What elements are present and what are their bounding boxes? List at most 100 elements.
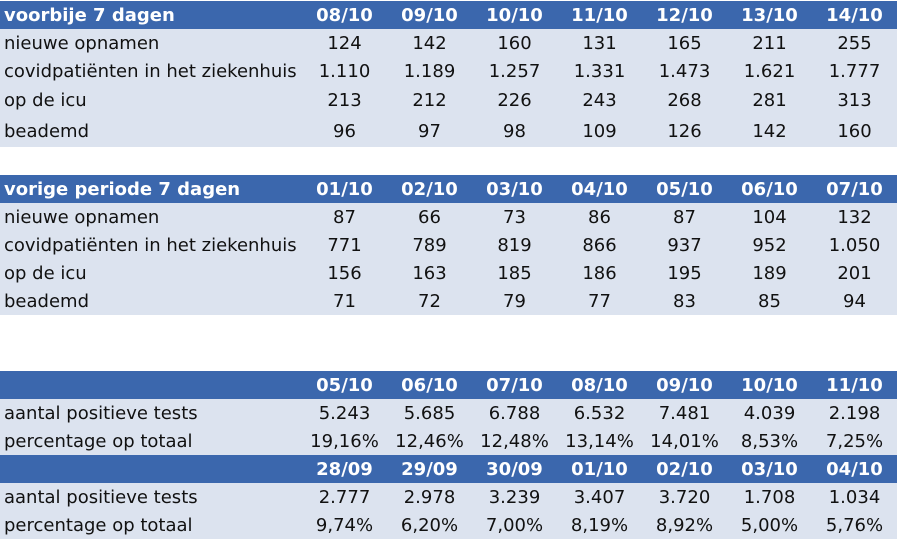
table-header: vorige periode 7 dagen 01/10 02/10 03/10… <box>0 175 897 203</box>
cell-value: 131 <box>582 32 617 54</box>
cell-value: 83 <box>673 290 696 312</box>
cell-value: 71 <box>333 290 356 312</box>
header-date: 13/10 <box>741 4 798 26</box>
cell-value: 937 <box>667 234 702 256</box>
cell-value: 3.407 <box>573 486 626 508</box>
header-date: 04/10 <box>826 458 883 480</box>
cell-value: 6,20% <box>400 514 459 536</box>
table-row: percentage op totaal 9,74% 6,20% 7,00% 8… <box>0 511 897 539</box>
cell-value: 1.777 <box>828 60 881 82</box>
cell-value: 9,74% <box>315 514 374 536</box>
header-date: 07/10 <box>486 374 543 396</box>
cell-value: 160 <box>837 120 872 142</box>
header-date: 02/10 <box>401 178 458 200</box>
cell-value: 1.621 <box>743 60 796 82</box>
cell-value: 1.473 <box>658 60 711 82</box>
cell-value: 1.050 <box>828 234 881 256</box>
header-date: 06/10 <box>401 374 458 396</box>
table-row: covidpatiënten in het ziekenhuis 1.110 1… <box>0 57 897 85</box>
cell-value: 142 <box>412 32 447 54</box>
cell-value: 19,16% <box>310 430 379 452</box>
header-date: 10/10 <box>741 374 798 396</box>
header-date: 12/10 <box>656 4 713 26</box>
header-date: 11/10 <box>571 4 628 26</box>
header-date: 01/10 <box>316 178 373 200</box>
row-label: percentage op totaal <box>4 430 193 452</box>
header-date: 05/10 <box>316 374 373 396</box>
cell-value: 2.777 <box>318 486 371 508</box>
cell-value: 79 <box>503 290 526 312</box>
row-label: op de icu <box>4 89 87 111</box>
cell-value: 7,00% <box>485 514 544 536</box>
cell-value: 109 <box>582 120 617 142</box>
cell-value: 97 <box>418 120 441 142</box>
cell-value: 8,92% <box>655 514 714 536</box>
cell-value: 1.708 <box>743 486 796 508</box>
table-row: covidpatiënten in het ziekenhuis 771 789… <box>0 231 897 259</box>
cell-value: 104 <box>752 206 787 228</box>
row-label: aantal positieve tests <box>4 486 198 508</box>
cell-value: 98 <box>503 120 526 142</box>
row-label: nieuwe opnamen <box>4 206 160 228</box>
cell-value: 185 <box>497 262 532 284</box>
cell-value: 243 <box>582 89 617 111</box>
cell-value: 5.685 <box>403 402 456 424</box>
cell-value: 1.034 <box>828 486 881 508</box>
cell-value: 132 <box>837 206 872 228</box>
cell-value: 819 <box>497 234 532 256</box>
cell-value: 1.257 <box>488 60 541 82</box>
header-date: 28/09 <box>316 458 373 480</box>
header-date: 02/10 <box>656 458 713 480</box>
table-row: aantal positieve tests 2.777 2.978 3.239… <box>0 483 897 511</box>
cell-value: 268 <box>667 89 702 111</box>
cell-value: 12,48% <box>480 430 549 452</box>
table-row: beademd 71 72 79 77 83 85 94 <box>0 287 897 315</box>
header-date: 03/10 <box>741 458 798 480</box>
cell-value: 156 <box>327 262 362 284</box>
cell-value: 4.039 <box>743 402 796 424</box>
cell-value: 87 <box>673 206 696 228</box>
cell-value: 87 <box>333 206 356 228</box>
cell-value: 124 <box>327 32 362 54</box>
cell-value: 789 <box>412 234 447 256</box>
header-date: 08/10 <box>571 374 628 396</box>
header-date: 09/10 <box>401 4 458 26</box>
table-header: 05/10 06/10 07/10 08/10 09/10 10/10 11/1… <box>0 371 897 399</box>
cell-value: 1.331 <box>573 60 626 82</box>
table-row: op de icu 156 163 185 186 195 189 201 <box>0 259 897 287</box>
cell-value: 8,19% <box>570 514 629 536</box>
cell-value: 96 <box>333 120 356 142</box>
header-date: 06/10 <box>741 178 798 200</box>
cell-value: 226 <box>497 89 532 111</box>
header-date: 14/10 <box>826 4 883 26</box>
cell-value: 77 <box>588 290 611 312</box>
row-label: beademd <box>4 290 89 312</box>
cell-value: 1.189 <box>403 60 456 82</box>
table-past-7-days: voorbije 7 dagen 08/10 09/10 10/10 11/10… <box>0 1 897 147</box>
cell-value: 142 <box>752 120 787 142</box>
cell-value: 201 <box>837 262 872 284</box>
table-row: nieuwe opnamen 87 66 73 86 87 104 132 <box>0 203 897 231</box>
row-label: covidpatiënten in het ziekenhuis <box>4 60 297 82</box>
header-label: vorige periode 7 dagen <box>4 178 241 200</box>
cell-value: 3.239 <box>488 486 541 508</box>
cell-value: 186 <box>582 262 617 284</box>
table-row: beademd 96 97 98 109 126 142 160 <box>0 115 897 147</box>
cell-value: 13,14% <box>565 430 634 452</box>
header-date: 03/10 <box>486 178 543 200</box>
cell-value: 7.481 <box>658 402 711 424</box>
cell-value: 165 <box>667 32 702 54</box>
cell-value: 72 <box>418 290 441 312</box>
cell-value: 189 <box>752 262 787 284</box>
cell-value: 160 <box>497 32 532 54</box>
row-label: covidpatiënten in het ziekenhuis <box>4 234 297 256</box>
cell-value: 163 <box>412 262 447 284</box>
cell-value: 3.720 <box>658 486 711 508</box>
cell-value: 1.110 <box>318 60 371 82</box>
table-previous-7-days: vorige periode 7 dagen 01/10 02/10 03/10… <box>0 175 897 315</box>
row-label: aantal positieve tests <box>4 402 198 424</box>
header-date: 01/10 <box>571 458 628 480</box>
cell-value: 195 <box>667 262 702 284</box>
cell-value: 8,53% <box>740 430 799 452</box>
row-label: nieuwe opnamen <box>4 32 160 54</box>
